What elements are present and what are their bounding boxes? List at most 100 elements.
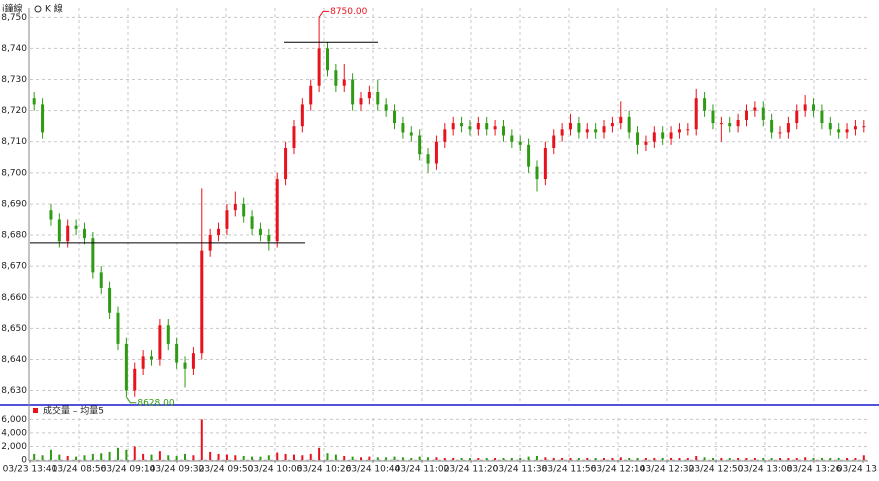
volume-bar: [259, 456, 262, 460]
x-tick-label: 03/24 11:02: [395, 465, 450, 475]
volume-bar: [770, 457, 773, 460]
candle-body: [845, 129, 849, 133]
y-tick-label: 8,730: [1, 75, 27, 85]
x-tick-label: 03/24 10:08: [248, 465, 303, 475]
x-tick-label: 03/24 09:32: [150, 465, 205, 475]
volume-bar: [75, 456, 78, 460]
volume-bar: [100, 453, 103, 460]
candle-body: [569, 123, 573, 130]
volume-bar: [787, 457, 790, 460]
x-tick-label: 03/24 11:20: [444, 465, 499, 475]
volume-bar: [737, 457, 740, 460]
volume-bar: [217, 453, 220, 460]
candle-body: [401, 123, 405, 133]
y2-tick-label: 4,000: [1, 428, 27, 438]
volume-bar: [527, 456, 530, 460]
candle-body: [217, 228, 221, 236]
candle-body: [32, 98, 36, 105]
volume-bar: [586, 457, 589, 460]
y-tick-label: 8,700: [1, 168, 27, 178]
volume-bar: [519, 457, 522, 460]
candle-body: [812, 104, 816, 111]
volume-bar: [594, 457, 597, 460]
tab-minute[interactable]: i鐘線: [2, 3, 23, 15]
volume-bar: [494, 457, 497, 460]
y-tick-label: 8,740: [1, 44, 27, 54]
volume-bar: [167, 455, 170, 460]
volume-bar: [619, 457, 622, 460]
candle-body: [485, 123, 489, 130]
candle-body: [116, 312, 120, 344]
volume-bar: [611, 457, 614, 460]
candle-body: [367, 91, 371, 99]
volume-bar: [184, 453, 187, 460]
volume-bar: [276, 452, 279, 460]
y-tick-label: 8,640: [1, 355, 27, 365]
volume-bar: [309, 453, 312, 460]
candle-body: [359, 98, 363, 105]
candle-body: [82, 228, 86, 239]
volume-bar: [678, 457, 681, 460]
y-tick-label: 8,630: [1, 386, 27, 396]
volume-bar: [552, 457, 555, 460]
x-tick-label: 03/24 12:50: [689, 465, 744, 475]
volume-bar: [561, 457, 564, 460]
volume-bar: [510, 457, 513, 460]
volume-bar: [820, 457, 823, 460]
candle-body: [686, 129, 690, 131]
volume-bar: [644, 457, 647, 460]
candle-body: [108, 287, 112, 313]
y-tick-label: 8,680: [1, 231, 27, 241]
volume-bar: [762, 457, 765, 460]
volume-bar: [468, 457, 471, 460]
volume-bar: [603, 457, 606, 460]
candle-body: [49, 210, 53, 220]
volume-bar: [91, 453, 94, 460]
volume-bar: [477, 457, 480, 460]
volume-bar: [804, 457, 807, 460]
volume-bar: [351, 456, 354, 460]
candle-body: [233, 203, 237, 211]
candle-body: [753, 107, 757, 111]
candle-body: [719, 123, 723, 125]
candle-body: [434, 141, 438, 164]
volume-bar: [670, 457, 673, 460]
volume-bar: [485, 457, 488, 460]
volume-bar: [720, 457, 723, 460]
volume-bar: [779, 457, 782, 460]
volume-bar: [728, 457, 731, 460]
x-tick-label: 03/24 09:14: [101, 465, 156, 475]
candle-body: [309, 85, 313, 105]
volume-bar: [326, 453, 329, 460]
volume-bar: [385, 457, 388, 460]
candle-body: [694, 98, 698, 130]
volume-bar: [401, 457, 404, 460]
x-tick-label: 03/24 10:44: [346, 465, 401, 475]
candle-body: [225, 210, 229, 229]
volume-bar: [175, 455, 178, 460]
tab-kline[interactable]: K 線: [45, 3, 63, 15]
candle-body: [242, 203, 246, 217]
volume-bar: [142, 453, 145, 460]
candle-body: [501, 126, 505, 136]
volume-bar: [695, 455, 698, 460]
candle-body: [468, 126, 472, 130]
candle-body: [728, 123, 732, 127]
volume-bar: [812, 457, 815, 460]
volume-bar: [569, 457, 572, 460]
candle-body: [778, 132, 782, 134]
volume-bar: [862, 455, 865, 460]
volume-bar: [125, 449, 128, 460]
candle-body: [736, 119, 740, 127]
volume-bar: [58, 454, 61, 460]
candle-body: [560, 129, 564, 136]
volume-bar: [711, 457, 714, 460]
volume-bar: [686, 457, 689, 460]
annotation-leader: [125, 396, 137, 404]
volume-bar: [360, 457, 363, 460]
candle-body: [803, 104, 807, 111]
x-tick-label: 03/24 12:32: [640, 465, 695, 475]
candle-body: [376, 91, 380, 105]
candle-body: [619, 116, 623, 124]
